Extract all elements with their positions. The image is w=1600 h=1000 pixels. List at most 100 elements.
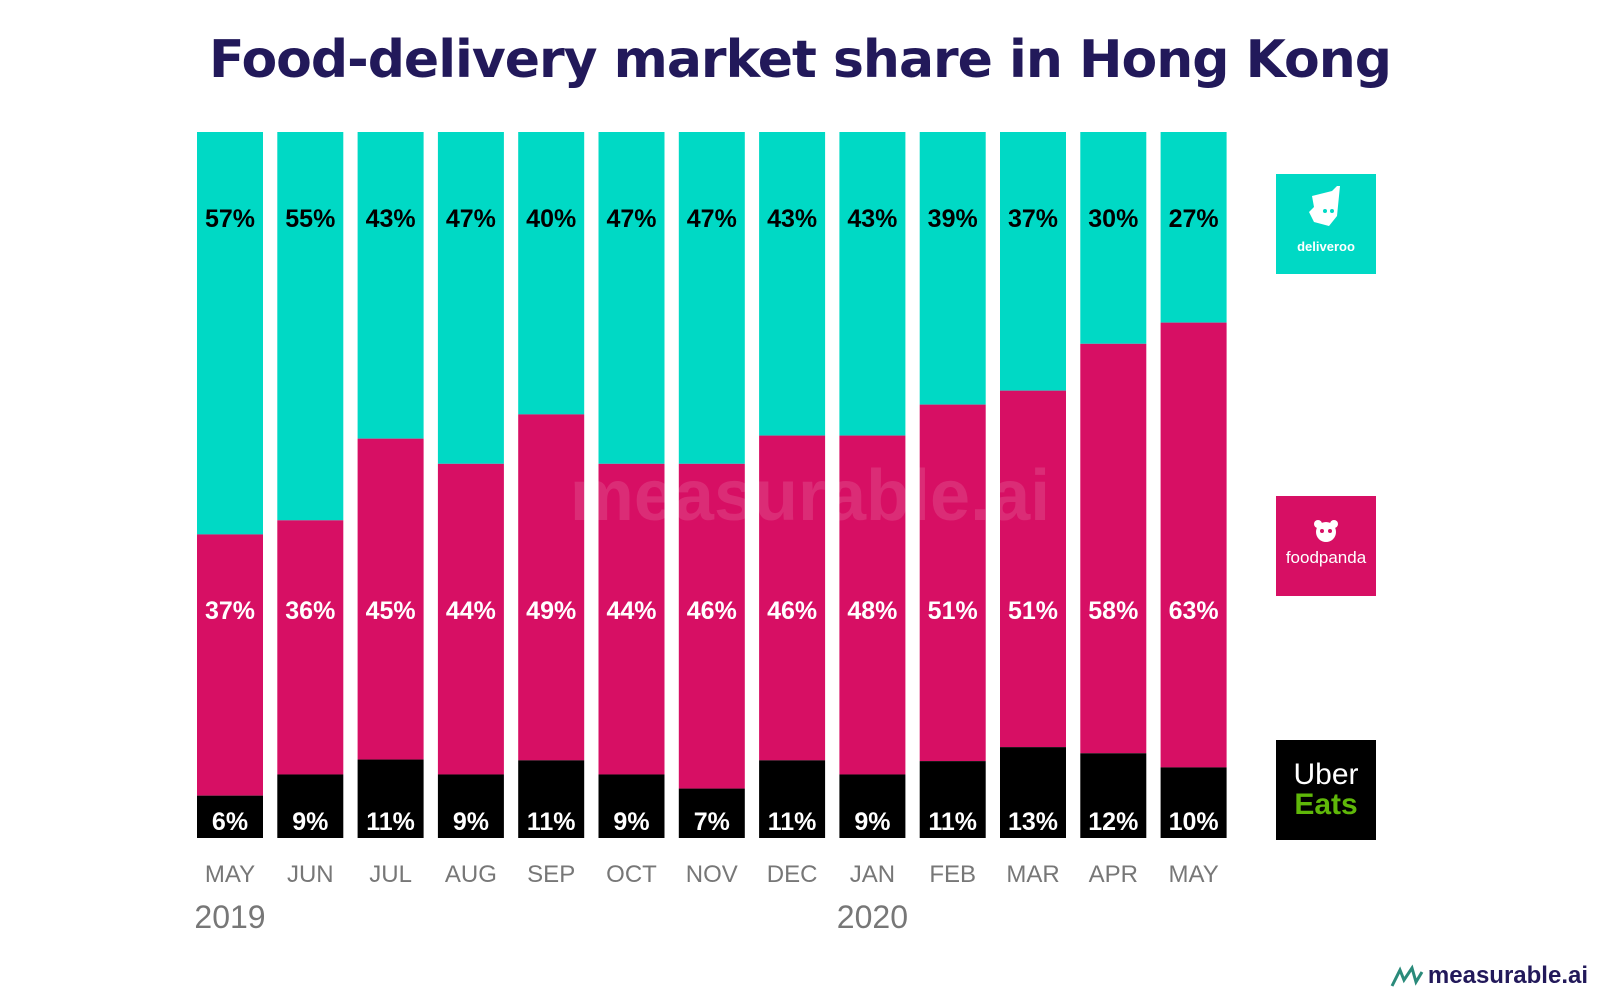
bar-segment-foodpanda (1160, 322, 1227, 768)
bar-segment-foodpanda (1000, 390, 1066, 748)
watermark-text: measurable.ai (570, 456, 1050, 536)
data-label: 30% (1088, 205, 1138, 233)
data-label: 6% (212, 808, 248, 836)
data-label: 11% (366, 808, 415, 836)
legend-eats-label: Eats (1294, 788, 1358, 821)
bar-segment-deliveroo (759, 132, 826, 436)
data-label: 37% (205, 597, 255, 625)
x-tick-label: JUL (369, 861, 412, 888)
legend-deliveroo: deliveroo (1276, 174, 1376, 274)
bar-segment-foodpanda (357, 438, 424, 760)
bar-segment-foodpanda (277, 520, 344, 775)
data-label: 43% (366, 205, 416, 233)
data-label: 45% (366, 597, 416, 625)
footer-logo: measurable.ai (1390, 962, 1588, 990)
data-label: 46% (687, 597, 737, 625)
data-label: 13% (1008, 808, 1058, 836)
page-title: Food-delivery market share in Hong Kong (209, 30, 1392, 90)
year-label: 2020 (837, 899, 908, 935)
bar-segment-deliveroo (1160, 132, 1227, 323)
bar-segment-deliveroo (919, 132, 986, 405)
bar-segment-foodpanda (197, 534, 263, 796)
bars-group (197, 132, 1227, 838)
bar-segment-uber-eats (678, 788, 745, 838)
bar-segment-foodpanda (759, 435, 826, 761)
x-tick-label: MAR (1006, 861, 1059, 888)
x-tick-label: AUG (445, 861, 497, 888)
x-tick-label: FEB (929, 861, 976, 888)
bar-segment-foodpanda (1080, 343, 1147, 754)
x-tick-label: JAN (850, 861, 895, 888)
bar-segment-deliveroo (518, 132, 585, 415)
bar-segment-uber-eats (518, 760, 585, 838)
x-tick-label: APR (1089, 861, 1138, 888)
bar-segment-foodpanda (919, 404, 986, 762)
year-label: 2019 (194, 899, 265, 935)
data-label: 36% (285, 597, 335, 625)
data-label: 43% (847, 205, 897, 233)
bar-segment-deliveroo (197, 132, 263, 535)
x-tick-label: SEP (527, 861, 575, 888)
x-tick-label: JUN (287, 861, 334, 888)
data-label: 44% (446, 597, 496, 625)
data-label: 46% (767, 597, 817, 625)
bar-segment-uber-eats (1000, 747, 1066, 838)
data-label: 51% (1008, 597, 1058, 625)
deliveroo-logo-icon (1276, 174, 1376, 274)
data-label: 27% (1169, 205, 1219, 233)
data-label: 9% (453, 808, 489, 836)
bar-segment-uber-eats (839, 774, 906, 838)
x-tick-label: MAY (205, 861, 255, 888)
data-label: 63% (1169, 597, 1219, 625)
data-label: 43% (767, 205, 817, 233)
measurable-logo-icon (1390, 964, 1424, 987)
data-label: 11% (928, 808, 977, 836)
data-label: 12% (1088, 808, 1138, 836)
data-label: 47% (687, 205, 737, 233)
bar-segment-uber-eats (277, 774, 344, 838)
data-label: 57% (205, 205, 255, 233)
bar-segment-foodpanda (437, 463, 504, 775)
legend-foodpanda-label: foodpanda (1285, 548, 1367, 567)
bar-segment-deliveroo (839, 132, 906, 436)
bar-segment-uber-eats (1080, 753, 1147, 838)
bar-segment-uber-eats (357, 759, 424, 838)
x-tick-label: NOV (686, 861, 738, 888)
data-label: 11% (768, 808, 817, 836)
bar-segment-uber-eats (197, 795, 263, 838)
bar-segment-uber-eats (598, 774, 665, 838)
data-label: 44% (606, 597, 656, 625)
bar-segment-uber-eats (1160, 767, 1227, 838)
data-label: 58% (1088, 597, 1138, 625)
data-label: 49% (526, 597, 576, 625)
bar-segment-deliveroo (277, 132, 344, 521)
bar-segment-deliveroo (678, 132, 745, 464)
bar-segment-deliveroo (1000, 132, 1066, 391)
bar-segment-uber-eats (919, 761, 986, 838)
bar-segment-uber-eats (759, 760, 826, 838)
bar-segment-foodpanda (598, 463, 665, 775)
data-label: 47% (606, 205, 656, 233)
bar-segment-foodpanda (839, 435, 906, 775)
data-label: 9% (292, 808, 328, 836)
data-label: 7% (694, 808, 730, 836)
segment-labels-group: 57% 37% 6% 55% 36% 9% 43% 45% 11% 47% 44% 9% 40% 49% 1… (205, 205, 1219, 836)
footer-logo-text: measurable.ai (1427, 962, 1588, 989)
year-labels-group: 2019 2020 (194, 899, 908, 935)
data-label: 11% (527, 808, 576, 836)
bar-segment-foodpanda (518, 414, 585, 761)
legend-uber-label: Uber (1293, 758, 1359, 791)
data-label: 47% (446, 205, 496, 233)
data-label: 39% (928, 205, 978, 233)
data-label: 40% (526, 205, 576, 233)
data-label: 48% (847, 597, 897, 625)
data-label: 10% (1169, 808, 1219, 836)
x-tick-label: OCT (606, 861, 657, 888)
bar-segment-deliveroo (598, 132, 665, 464)
bar-segment-foodpanda (678, 463, 745, 789)
bar-segment-deliveroo (437, 132, 504, 464)
legend-deliveroo-label: deliveroo (1297, 239, 1355, 254)
legend-foodpanda: foodpanda (1276, 496, 1376, 596)
data-label: 37% (1008, 205, 1058, 233)
